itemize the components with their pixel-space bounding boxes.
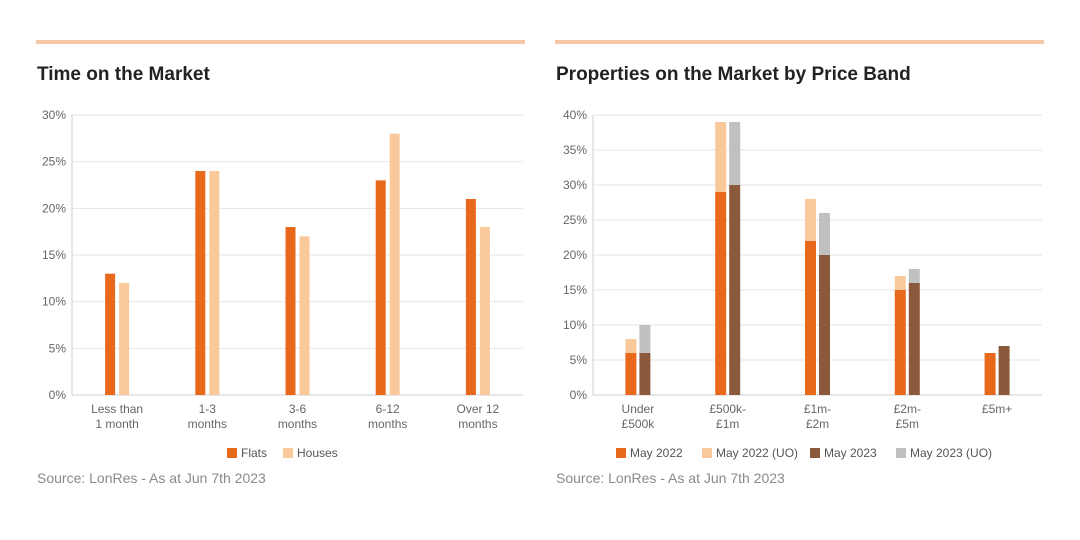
chart-title: Properties on the Market by Price Band xyxy=(556,64,911,85)
x-tick-label: £1m xyxy=(716,417,739,431)
bar-houses xyxy=(119,283,130,395)
y-tick-label: 40% xyxy=(563,108,587,122)
x-tick-label: Over 12 xyxy=(457,402,500,416)
bar-may-2023-uo xyxy=(908,269,920,283)
y-tick-label: 5% xyxy=(570,353,588,367)
bar-may-2022-uo xyxy=(715,122,727,192)
bar-houses xyxy=(299,236,310,395)
bar-may-2023 xyxy=(819,255,830,395)
y-tick-label: 15% xyxy=(563,283,587,297)
legend-swatch xyxy=(896,448,906,458)
bar-houses xyxy=(209,171,220,395)
y-tick-label: 0% xyxy=(49,388,67,402)
legend-label: May 2023 xyxy=(824,446,877,460)
bar-flats xyxy=(465,199,476,395)
panel-divider xyxy=(36,40,525,44)
legend-label: May 2023 (UO) xyxy=(910,446,992,460)
y-tick-label: 10% xyxy=(563,318,587,332)
legend-swatch xyxy=(810,448,820,458)
bar-houses xyxy=(479,227,490,395)
x-tick-label: Under xyxy=(622,402,655,416)
x-tick-label: 1 month xyxy=(95,417,138,431)
x-tick-label: 6-12 xyxy=(376,402,400,416)
bar-may-2022 xyxy=(805,241,816,395)
y-tick-label: 5% xyxy=(49,341,67,355)
bar-may-2023 xyxy=(639,353,651,395)
y-tick-label: 25% xyxy=(563,213,587,227)
x-tick-label: £2m xyxy=(806,417,829,431)
x-tick-label: months xyxy=(278,417,317,431)
chart-title: Time on the Market xyxy=(37,64,210,85)
bar-houses xyxy=(389,133,400,395)
y-tick-label: 20% xyxy=(42,201,66,215)
legend-label: Houses xyxy=(297,446,338,460)
bar-may-2023-uo xyxy=(639,325,651,353)
y-tick-label: 10% xyxy=(42,295,66,309)
source-note: Source: LonRes - As at Jun 7th 2023 xyxy=(37,470,266,486)
bar-may-2023 xyxy=(908,283,920,395)
legend-swatch xyxy=(616,448,626,458)
bar-may-2022 xyxy=(625,353,637,395)
legend-label: May 2022 xyxy=(630,446,683,460)
y-tick-label: 15% xyxy=(42,248,66,262)
bar-may-2022-uo xyxy=(894,276,906,290)
bar-flats xyxy=(105,273,116,395)
bar-may-2022 xyxy=(715,192,727,395)
x-tick-label: £5m+ xyxy=(982,402,1012,416)
x-tick-label: Less than xyxy=(91,402,143,416)
bar-flats xyxy=(375,180,386,395)
legend-swatch xyxy=(702,448,712,458)
bar-flats xyxy=(195,171,206,395)
y-tick-label: 0% xyxy=(570,388,588,402)
bar-may-2022 xyxy=(984,353,996,395)
legend-swatch xyxy=(283,448,293,458)
x-tick-label: 1-3 xyxy=(199,402,217,416)
y-tick-label: 30% xyxy=(42,108,66,122)
x-tick-label: £1m- xyxy=(804,402,831,416)
bar-may-2023 xyxy=(729,185,741,395)
x-tick-label: £500k- xyxy=(709,402,746,416)
x-tick-label: months xyxy=(458,417,497,431)
legend-label: May 2022 (UO) xyxy=(716,446,798,460)
bar-may-2022-uo xyxy=(625,339,637,353)
y-tick-label: 20% xyxy=(563,248,587,262)
x-tick-label: 3-6 xyxy=(289,402,307,416)
legend-swatch xyxy=(227,448,237,458)
x-tick-label: £2m- xyxy=(894,402,921,416)
bar-may-2023 xyxy=(998,346,1010,395)
bar-flats xyxy=(285,227,296,395)
x-tick-label: £5m xyxy=(896,417,919,431)
bar-may-2023-uo xyxy=(729,122,741,185)
x-tick-label: months xyxy=(188,417,227,431)
bar-may-2022 xyxy=(894,290,906,395)
legend-label: Flats xyxy=(241,446,267,460)
x-tick-label: £500k xyxy=(622,417,656,431)
source-note: Source: LonRes - As at Jun 7th 2023 xyxy=(556,470,785,486)
bar-may-2023-uo xyxy=(819,213,830,255)
panel-divider xyxy=(555,40,1044,44)
x-tick-label: months xyxy=(368,417,407,431)
y-tick-label: 35% xyxy=(563,143,587,157)
bar-may-2022-uo xyxy=(805,199,816,241)
y-tick-label: 30% xyxy=(563,178,587,192)
y-tick-label: 25% xyxy=(42,155,66,169)
